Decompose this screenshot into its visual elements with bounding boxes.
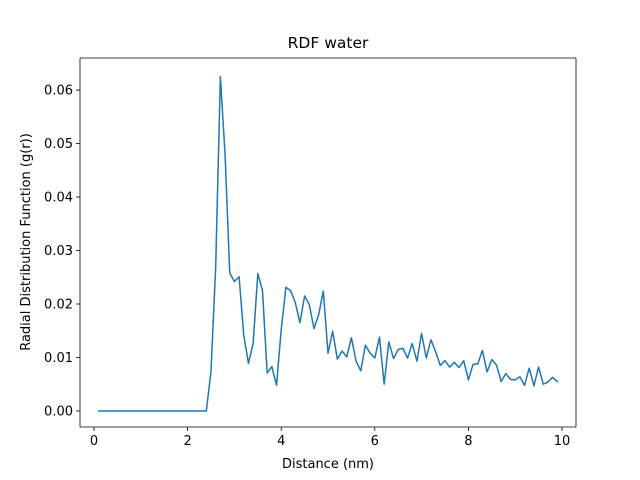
y-axis-label: Radial Distribution Function (g(r))	[19, 133, 34, 351]
series-line-0	[97, 75, 559, 412]
plot-area: 0 2 4 6 8 10 0.00 0.01 0.02 0.03 0.04 0.05 0.06	[44, 57, 577, 449]
y-tick-label: 0.02	[44, 298, 73, 313]
y-tick-label: 0.01	[44, 351, 73, 366]
x-axis-label: Distance (nm)	[282, 457, 374, 472]
x-tick-label: 6	[371, 434, 379, 449]
x-tick-label: 0	[90, 434, 98, 449]
y-tick-label: 0.05	[44, 137, 73, 152]
chart-title: RDF water	[288, 34, 369, 52]
x-tick-label: 4	[277, 434, 285, 449]
x-tick-label: 10	[554, 434, 571, 449]
x-tick-label: 2	[183, 434, 191, 449]
y-tick-label: 0.00	[44, 404, 73, 419]
y-tick-label: 0.06	[44, 84, 73, 99]
x-tick-label: 8	[464, 434, 472, 449]
y-tick-label: 0.03	[44, 244, 73, 259]
y-tick-label: 0.04	[44, 191, 73, 206]
